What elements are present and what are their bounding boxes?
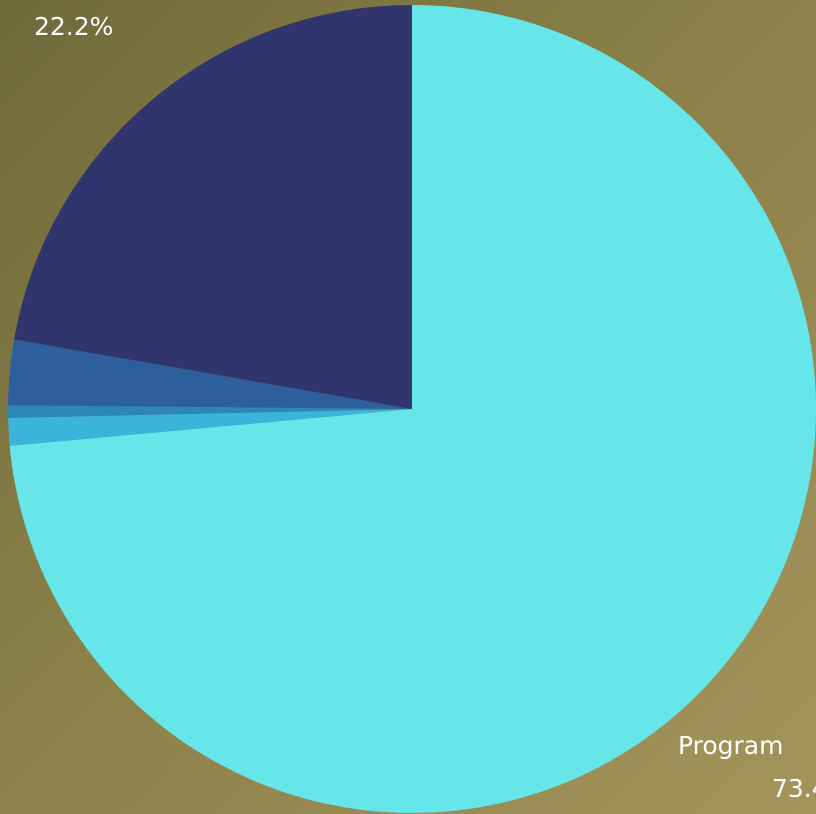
slice-value-label: 73.4 bbox=[772, 774, 816, 803]
pie-slice bbox=[14, 5, 412, 409]
pie-slice bbox=[8, 409, 412, 446]
pie-slice bbox=[8, 339, 413, 409]
slice-label: Program bbox=[678, 731, 783, 760]
pie-slice bbox=[7, 405, 412, 418]
slice-value-label: 22.2% bbox=[34, 12, 113, 41]
pie-slice bbox=[9, 5, 816, 813]
